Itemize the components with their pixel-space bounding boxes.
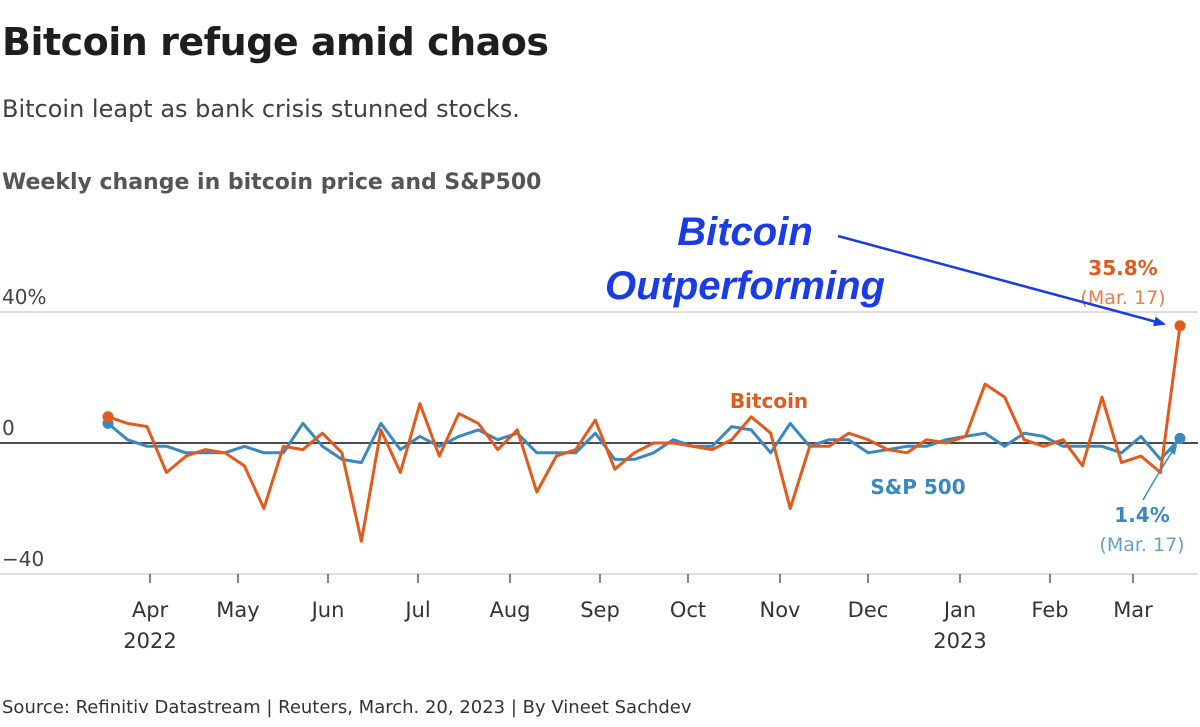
x-tick-label: Nov — [760, 598, 801, 622]
y-axis-ticks: 40% 0 −40 — [2, 285, 46, 571]
series-labels: Bitcoin S&P 500 35.8% (Mar. 17) 1.4% (Mar. 17… — [730, 256, 1185, 556]
series-line-bitcoin — [106, 324, 1182, 543]
grid-lines — [0, 311, 1198, 575]
x-axis: Apr 2022 May Jun Jul Aug Sep Oct Nov Dec Jan 2023 Fe… — [123, 574, 1153, 653]
x-tick-label: Jan — [942, 598, 976, 622]
end-value-label: 35.8% — [1088, 256, 1157, 280]
x-tick-label: Aug — [489, 598, 530, 622]
x-tick-year: 2023 — [933, 629, 986, 653]
series-label: S&P 500 — [870, 475, 965, 499]
series-label: Bitcoin — [730, 389, 808, 413]
page-title: Bitcoin refuge amid chaos — [2, 20, 549, 64]
series-lines — [102, 320, 1186, 543]
sp500-end-arrow — [1142, 444, 1178, 501]
source-note: Source: Refinitiv Datastream | Reuters, … — [2, 697, 692, 718]
series-end-point — [1174, 432, 1186, 444]
x-tick-label: Oct — [670, 598, 706, 622]
x-tick-year: 2022 — [123, 629, 176, 653]
x-tick-label: Dec — [848, 598, 889, 622]
series-start-point — [102, 411, 114, 423]
x-tick-label: Jul — [403, 598, 430, 622]
x-tick-label: Mar — [1113, 598, 1153, 622]
y-tick-label: 0 — [2, 416, 15, 440]
page-subtitle: Bitcoin leapt as bank crisis stunned sto… — [2, 95, 520, 123]
end-value-label: 1.4% — [1114, 503, 1169, 527]
end-date-label: (Mar. 17) — [1080, 287, 1165, 309]
series-end-point — [1174, 320, 1186, 332]
annotation-arrows — [837, 234, 1178, 501]
annotation-callout: Bitcoin Outperforming — [570, 205, 920, 313]
end-date-label: (Mar. 17) — [1099, 534, 1184, 556]
annotation-line-2: Outperforming — [605, 264, 885, 308]
annotation-line-1: Bitcoin — [677, 210, 813, 254]
x-tick-label: May — [216, 598, 259, 622]
y-tick-label: −40 — [2, 547, 44, 571]
x-tick-label: Sep — [580, 598, 620, 622]
annotation-arrow — [837, 234, 1166, 327]
x-tick-label: Apr — [132, 598, 169, 622]
y-tick-label: 40% — [2, 285, 46, 309]
x-tick-label: Jun — [310, 598, 345, 622]
chart-label: Weekly change in bitcoin price and S&P50… — [2, 170, 542, 195]
x-tick-label: Feb — [1031, 598, 1068, 622]
